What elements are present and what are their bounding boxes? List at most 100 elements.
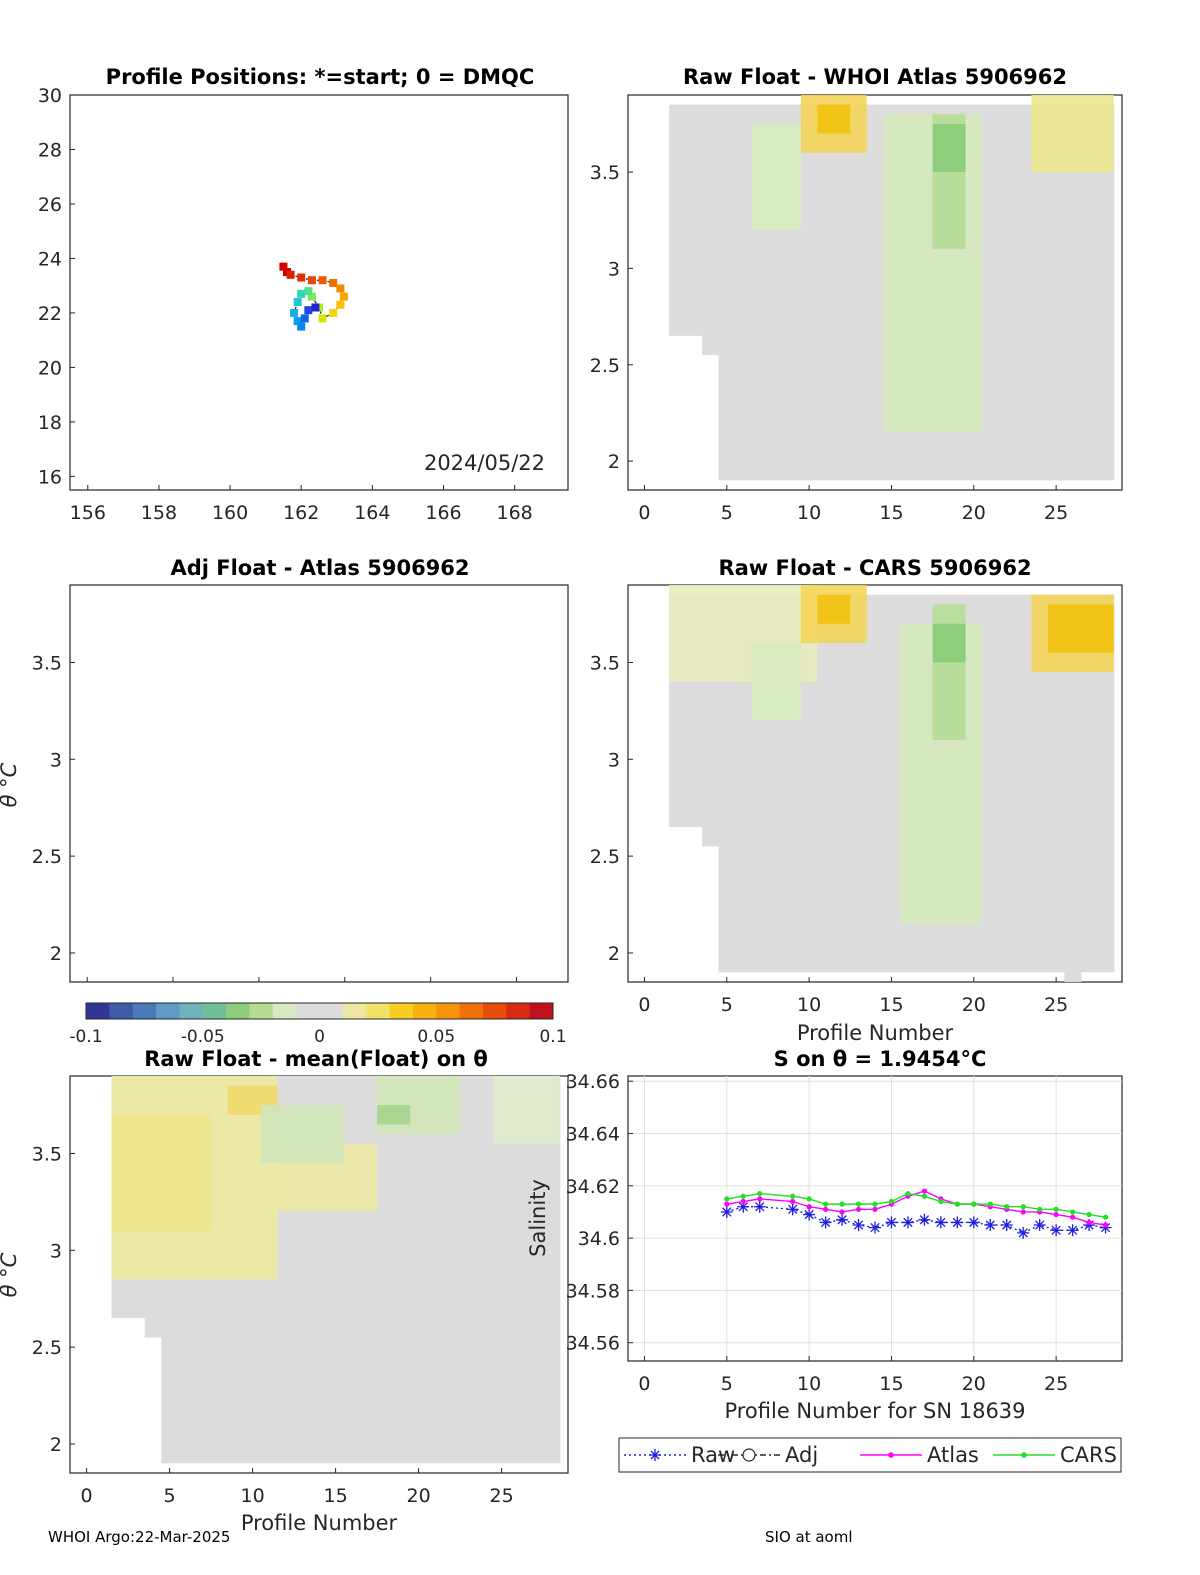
- heatmap-column: [669, 104, 687, 336]
- series-point-raw: [753, 1200, 766, 1213]
- x-tick-label: 0: [638, 994, 650, 1016]
- heatmap-column: [509, 1076, 528, 1464]
- series-point-cars: [921, 1193, 928, 1199]
- x-tick-label: 20: [407, 1485, 431, 1507]
- heatmap-column: [800, 104, 818, 481]
- heatmap-column: [343, 1076, 362, 1464]
- colorbar-swatch: [272, 1003, 297, 1019]
- heatmap-cool-patch: [883, 114, 983, 433]
- x-tick-label: 5: [721, 994, 733, 1016]
- y-tick-label: 34.6: [578, 1228, 620, 1250]
- heatmap-cool-patch: [932, 623, 966, 663]
- salinity-ticks: 0 5 10 15 20 25 34.56 34.58 34.6 34.62 34.64 34.66: [566, 1071, 1069, 1395]
- salinity-series: [720, 1188, 1112, 1239]
- colorbar-swatch: [436, 1003, 461, 1019]
- x-tick-label: 15: [324, 1485, 348, 1507]
- y-tick-label: 2: [608, 451, 620, 473]
- series-point-cars: [790, 1193, 796, 1199]
- colorbar-swatch: [506, 1003, 531, 1019]
- heatmap-column: [735, 594, 753, 973]
- x-tick-label: 0: [638, 502, 650, 524]
- profile-point: [293, 317, 302, 326]
- series-point-cars: [757, 1191, 763, 1197]
- mean-xlabel: Profile Number: [241, 1511, 398, 1535]
- series-point-cars: [855, 1201, 862, 1207]
- heatmap-column: [702, 104, 720, 356]
- colorbar-swatch: [109, 1003, 134, 1019]
- y-tick-label: 28: [38, 139, 62, 161]
- heatmap-column: [393, 1076, 411, 1464]
- colorbar-swatch: [342, 1003, 367, 1019]
- heatmap-cool-patch: [751, 123, 801, 230]
- colorbar-swatch: [529, 1003, 554, 1019]
- x-tick-label: 10: [241, 1485, 265, 1507]
- series-point-cars: [1053, 1206, 1059, 1212]
- heatmap-column: [850, 594, 868, 973]
- series-point-cars: [1004, 1204, 1010, 1210]
- adj-atlas-ylabel: θ °C: [0, 762, 21, 807]
- series-point-raw: [951, 1216, 964, 1229]
- series-point-cars: [740, 1193, 746, 1199]
- series-point-cars: [724, 1196, 730, 1202]
- heatmap-column: [685, 104, 703, 336]
- series-point-atlas: [1102, 1222, 1109, 1228]
- mean-ticks: 0 5 10 15 20 25 2 2.5 3 3.5: [32, 1143, 514, 1507]
- x-tick-label: 162: [283, 502, 319, 524]
- heatmap-column: [443, 1076, 461, 1464]
- series-point-raw: [1000, 1219, 1013, 1232]
- y-tick-label: 2: [50, 943, 62, 965]
- x-tick-label: 156: [70, 502, 106, 524]
- series-point-atlas: [757, 1196, 763, 1202]
- y-tick-label: 2.5: [590, 846, 620, 868]
- series-point-atlas: [740, 1198, 746, 1205]
- x-tick-label: 158: [141, 502, 177, 524]
- heatmap-column: [377, 1076, 395, 1464]
- profile-point: [336, 300, 345, 309]
- heatmap-column: [1014, 594, 1033, 973]
- mean-heatmap: [111, 1076, 561, 1464]
- mean-panel: Raw Float - mean(Float) on θ 0 5 10 15 20 25 2…: [0, 1047, 569, 1535]
- positions-ticks: 156 158 160 162 164 166 168 16 18 20 22 24 26 28 30: [38, 85, 533, 524]
- colorbar-swatch: [482, 1003, 507, 1019]
- series-point-raw: [737, 1200, 750, 1213]
- y-tick-label: 34.64: [566, 1124, 620, 1146]
- profile-point: [279, 262, 288, 271]
- heatmap-column: [735, 104, 753, 481]
- heatmap-column: [982, 104, 1000, 481]
- x-tick-label: 10: [797, 502, 821, 524]
- cars-title: Raw Float - CARS 5906962: [718, 556, 1031, 580]
- salinity-panel: S on θ = 1.9454°C 0 5 10 15 20 25 34.56 34.58 34…: [526, 1047, 1123, 1473]
- x-tick-label: 25: [490, 1485, 514, 1507]
- y-tick-label: 3: [50, 1240, 62, 1262]
- colorbar-swatch: [86, 1003, 110, 1019]
- cars-panel: Raw Float - CARS 5906962 0 5 10 15 20 25 2 2.5 3…: [590, 556, 1123, 1045]
- salinity-axes: [627, 1075, 1123, 1362]
- x-tick-label: 20: [962, 1373, 986, 1395]
- y-tick-label: 3.5: [590, 162, 620, 184]
- profile-point: [318, 314, 327, 323]
- profile-point: [336, 284, 345, 293]
- y-tick-label: 3: [50, 749, 62, 771]
- footer-left: WHOI Argo:22-Mar-2025: [48, 1528, 230, 1546]
- mean-ylabel: θ °C: [0, 1252, 21, 1297]
- series-point-raw: [803, 1208, 816, 1221]
- legend-label: Adj: [785, 1443, 818, 1467]
- colorbar-swatch: [389, 1003, 414, 1019]
- profile-point: [307, 292, 316, 301]
- series-point-raw: [918, 1213, 931, 1226]
- series-point-raw: [720, 1205, 733, 1218]
- series-point-atlas: [1086, 1219, 1092, 1226]
- heatmap-column: [360, 1076, 378, 1464]
- y-tick-label: 18: [38, 412, 62, 434]
- cars-heatmap: [669, 585, 1115, 982]
- heatmap-cool-patch: [377, 1105, 411, 1125]
- colorbar-tick-label: 0.05: [417, 1027, 455, 1047]
- series-point-atlas: [823, 1206, 829, 1212]
- y-tick-label: 34.66: [566, 1071, 620, 1093]
- series-point-atlas: [855, 1206, 862, 1212]
- positions-date-annotation: 2024/05/22: [424, 451, 545, 475]
- heatmap-warm-patch: [1047, 604, 1114, 653]
- colorbar-swatch: [296, 1003, 320, 1019]
- heatmap-column: [1064, 104, 1082, 481]
